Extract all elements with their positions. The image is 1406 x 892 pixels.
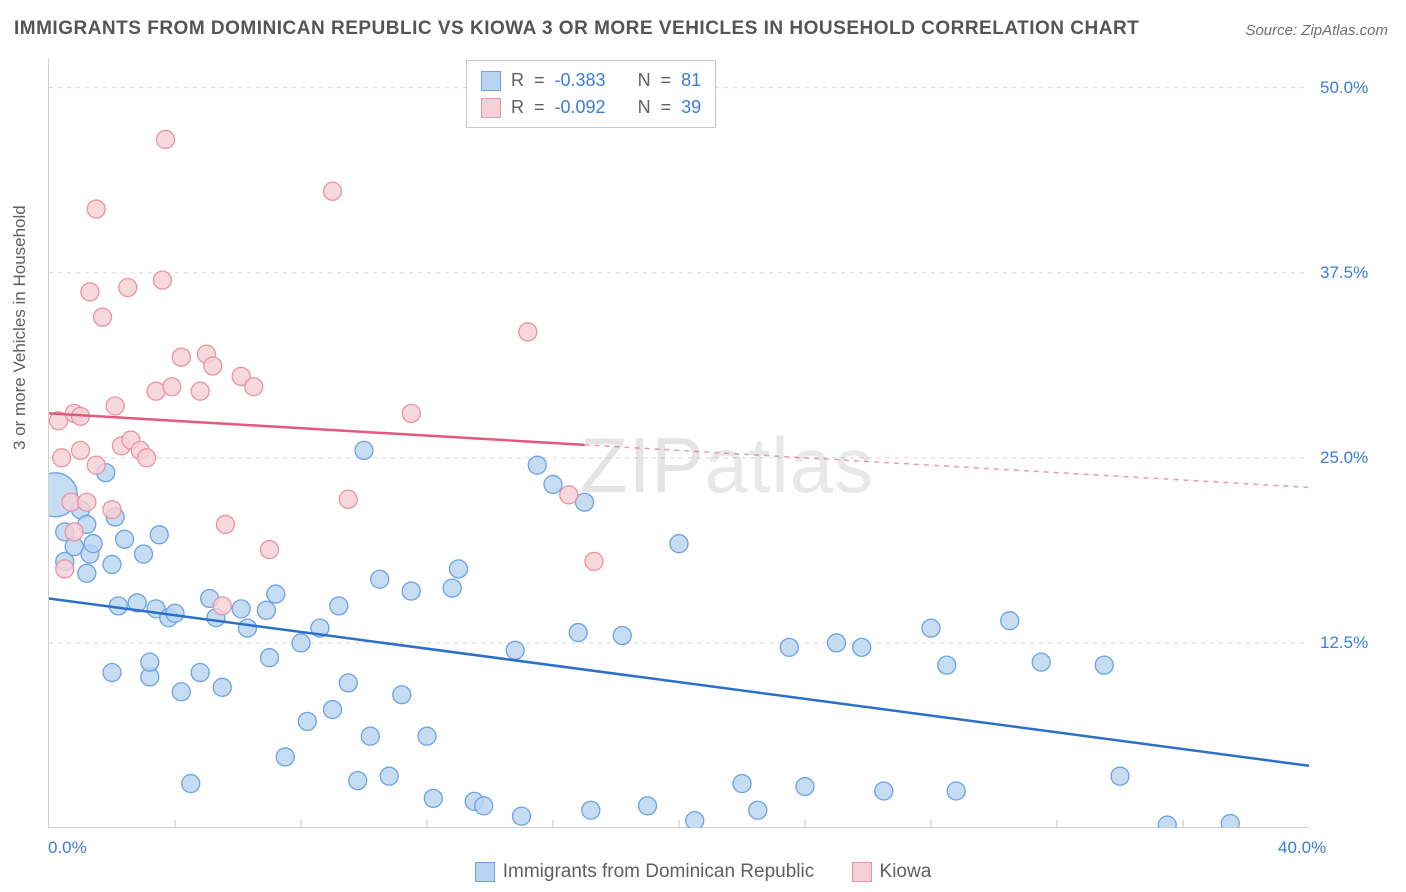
- r-label: R: [511, 67, 524, 94]
- r-label: R: [511, 94, 524, 121]
- stats-legend-box: R = -0.383 N = 81 R = -0.092 N = 39: [466, 60, 716, 128]
- swatch-series2: [481, 98, 501, 118]
- stats-row-series2: R = -0.092 N = 39: [481, 94, 701, 121]
- ytick-label: 37.5%: [1320, 263, 1368, 283]
- y-axis-label: 3 or more Vehicles in Household: [10, 205, 30, 450]
- n-val-1: 81: [681, 67, 701, 94]
- equals-sign: =: [534, 94, 545, 121]
- legend-label-2: Kiowa: [880, 861, 932, 883]
- legend-label-1: Immigrants from Dominican Republic: [503, 861, 815, 883]
- bottom-legend: Immigrants from Dominican Republic Kiowa: [0, 861, 1406, 888]
- n-val-2: 39: [681, 94, 701, 121]
- xtick-label-left: 0.0%: [48, 838, 87, 858]
- legend-item-1: Immigrants from Dominican Republic: [475, 861, 815, 883]
- ytick-label: 12.5%: [1320, 633, 1368, 653]
- swatch-series1: [481, 71, 501, 91]
- n-label: N: [638, 94, 651, 121]
- equals-sign: =: [661, 94, 672, 121]
- n-label: N: [638, 67, 651, 94]
- plot-area: [48, 58, 1308, 828]
- equals-sign: =: [661, 67, 672, 94]
- stats-row-series1: R = -0.383 N = 81: [481, 67, 701, 94]
- legend-item-2: Kiowa: [852, 861, 932, 883]
- equals-sign: =: [534, 67, 545, 94]
- r-val-2: -0.092: [555, 94, 606, 121]
- r-val-1: -0.383: [555, 67, 606, 94]
- ytick-label: 50.0%: [1320, 78, 1368, 98]
- ytick-label: 25.0%: [1320, 448, 1368, 468]
- swatch-icon: [852, 862, 872, 882]
- source-attribution: Source: ZipAtlas.com: [1245, 22, 1388, 39]
- scatter-svg: [49, 58, 1309, 828]
- swatch-icon: [475, 862, 495, 882]
- xtick-label-right: 40.0%: [1278, 838, 1326, 858]
- chart-title: IMMIGRANTS FROM DOMINICAN REPUBLIC VS KI…: [14, 18, 1139, 40]
